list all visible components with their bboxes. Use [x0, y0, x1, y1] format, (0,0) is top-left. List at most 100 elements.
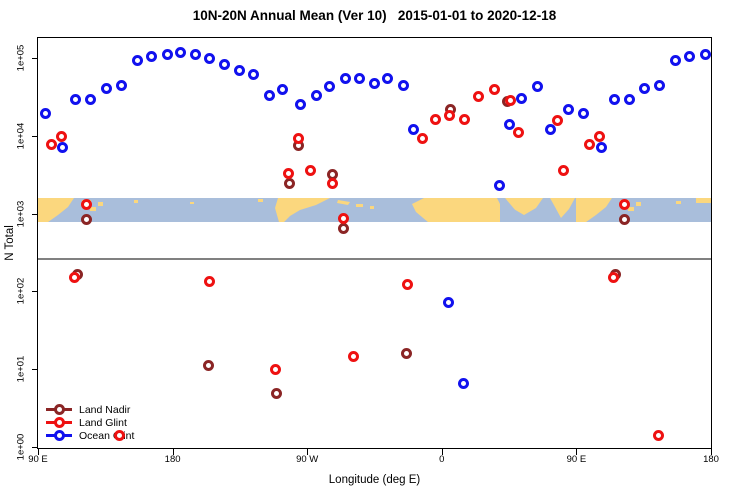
- x-tick-label: 180: [164, 454, 181, 465]
- y-tick-label: 1e+03: [15, 200, 27, 227]
- data-point: [80, 214, 92, 226]
- data-point: [416, 132, 428, 144]
- data-point: [190, 48, 202, 60]
- data-point: [544, 124, 556, 136]
- data-point: [381, 72, 393, 84]
- data-point: [354, 72, 366, 84]
- data-point: [203, 359, 215, 371]
- world-map-band: [38, 197, 711, 222]
- legend-label: Land Glint: [79, 416, 127, 429]
- data-point: [408, 123, 420, 135]
- x-axis-tick: [38, 449, 39, 455]
- data-point: [80, 199, 92, 211]
- data-point: [247, 68, 259, 80]
- data-point: [493, 179, 505, 191]
- data-point: [323, 81, 335, 93]
- data-point: [145, 50, 157, 62]
- y-axis-tick: [32, 58, 38, 59]
- data-point: [503, 119, 515, 131]
- data-point: [69, 272, 81, 284]
- data-point: [683, 50, 695, 62]
- data-point: [175, 47, 187, 59]
- data-point: [699, 48, 711, 60]
- data-point: [532, 81, 544, 93]
- data-point: [282, 168, 294, 180]
- data-point: [593, 131, 605, 143]
- data-point: [131, 54, 143, 66]
- data-point: [70, 93, 82, 105]
- x-axis-label: Longitude (deg E): [328, 474, 421, 486]
- data-point: [401, 278, 413, 290]
- data-point: [551, 115, 563, 127]
- data-point: [55, 131, 67, 143]
- data-point: [442, 296, 454, 308]
- data-point: [562, 104, 574, 116]
- data-point: [57, 142, 69, 154]
- land-glint-marker-icon: [46, 417, 72, 428]
- data-point: [337, 212, 349, 224]
- data-point: [400, 347, 412, 359]
- y-tick-label: 1e+04: [15, 122, 27, 150]
- data-point: [233, 64, 245, 76]
- y-axis-tick: [32, 213, 38, 215]
- data-point: [337, 223, 349, 235]
- data-point: [368, 77, 380, 89]
- y-axis-tick: [32, 369, 38, 371]
- ocean-glint-marker-icon: [46, 430, 72, 441]
- data-point: [623, 93, 635, 105]
- y-tick-label: 1e+00: [15, 433, 27, 461]
- data-point: [618, 199, 630, 211]
- data-point: [39, 108, 51, 120]
- x-axis-tick: [172, 449, 174, 455]
- plot-area: Land Nadir Land Glint Ocean Glint: [37, 37, 712, 449]
- x-tick-label: 180: [703, 454, 719, 465]
- y-tick-label: 1e+02: [15, 278, 27, 305]
- legend-label: Land Nadir: [79, 403, 131, 416]
- land-mass: [38, 197, 711, 222]
- data-point: [558, 164, 570, 176]
- data-point: [653, 80, 665, 92]
- data-point: [397, 80, 409, 92]
- data-point: [429, 113, 441, 125]
- data-point: [218, 58, 230, 70]
- data-point: [458, 114, 470, 126]
- data-point: [45, 139, 57, 151]
- data-point: [161, 48, 173, 60]
- data-point: [304, 164, 316, 176]
- data-point: [669, 54, 681, 66]
- x-tick-label: 90 E: [566, 454, 587, 465]
- data-point: [488, 84, 500, 96]
- land-nadir-marker-icon: [46, 404, 72, 415]
- ocean: [38, 197, 711, 222]
- y-tick-label: 1e+01: [15, 355, 27, 383]
- x-axis-tick: [307, 449, 309, 455]
- data-point: [100, 82, 112, 94]
- data-point: [618, 214, 630, 226]
- data-point: [504, 94, 516, 106]
- data-point: [293, 132, 305, 144]
- data-point: [595, 142, 607, 154]
- data-point: [326, 177, 338, 189]
- red-sea-inlet: [497, 197, 516, 215]
- y-axis-label: N Total: [4, 225, 16, 261]
- data-point: [264, 89, 276, 101]
- data-point: [652, 430, 664, 442]
- data-point: [608, 93, 620, 105]
- x-axis-tick: [441, 449, 443, 455]
- x-axis-tick: [576, 449, 578, 455]
- y-axis-tick: [32, 447, 38, 448]
- data-point: [577, 108, 589, 120]
- data-point: [204, 275, 216, 287]
- x-tick-label: 0: [439, 454, 445, 465]
- data-point: [443, 109, 455, 121]
- data-point: [294, 98, 306, 110]
- data-point: [270, 363, 282, 375]
- legend-label: Ocean Glint: [79, 429, 135, 442]
- legend-item: Land Nadir: [46, 403, 134, 416]
- x-tick-label: 90 W: [296, 454, 319, 465]
- data-point: [204, 53, 216, 65]
- y-axis-tick: [32, 135, 38, 137]
- data-point: [339, 72, 351, 84]
- data-point: [457, 378, 469, 390]
